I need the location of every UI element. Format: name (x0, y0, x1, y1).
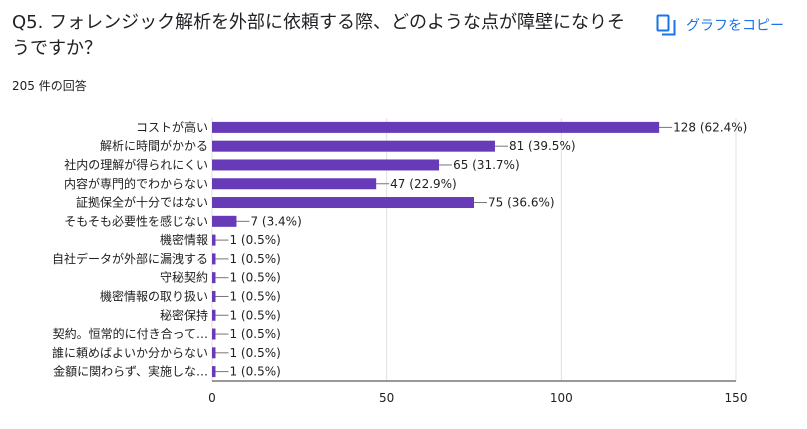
data-label: 1 (0.5%) (229, 252, 280, 266)
bar (212, 253, 216, 265)
bar (212, 159, 440, 171)
data-label: 75 (36.6%) (488, 196, 555, 210)
category-label: 秘密保持 (160, 307, 208, 322)
category-label: 解析に時間がかかる (100, 138, 208, 153)
category-label: 社内の理解が得られにくい (64, 157, 208, 172)
copy-icon (656, 14, 676, 36)
copy-chart-label: グラフをコピー (686, 18, 784, 34)
category-label: 機密情報 (160, 232, 208, 247)
data-label: 128 (62.4%) (673, 120, 747, 134)
bar (212, 197, 474, 209)
x-tick-label: 150 (725, 391, 748, 405)
bar (212, 234, 216, 246)
category-label: 守秘契約 (160, 270, 208, 285)
question-title: Q5. フォレンジック解析を外部に依頼する際、どのような点が障壁になりそうですか… (12, 12, 626, 59)
data-label: 1 (0.5%) (229, 233, 280, 247)
category-label: 内容が専門的でわからない (64, 176, 208, 191)
data-label: 1 (0.5%) (229, 365, 280, 379)
category-label: 自社データが外部に漏洩する (52, 251, 208, 266)
x-tick-label: 50 (379, 391, 394, 405)
x-tick-label: 100 (550, 391, 573, 405)
bar (212, 366, 216, 378)
response-count: 205 件の回答 (12, 79, 87, 93)
copy-chart-button[interactable]: グラフをコピー (656, 12, 784, 38)
category-label: 誰に頼めばよいか分からない (52, 345, 208, 360)
bar (212, 178, 377, 190)
category-label: 契約。恒常的に付き合って… (53, 326, 208, 341)
data-label: 1 (0.5%) (229, 271, 280, 285)
category-label: そもそも必要性を感じない (64, 213, 208, 228)
bar (212, 347, 216, 359)
bar (212, 121, 660, 133)
category-label: 金額に関わらず、実施しな… (53, 364, 208, 379)
category-label: 機密情報の取り扱い (100, 288, 208, 303)
data-label: 1 (0.5%) (229, 346, 280, 360)
bar (212, 272, 216, 284)
data-label: 1 (0.5%) (229, 289, 280, 303)
bar (212, 140, 495, 152)
data-label: 81 (39.5%) (509, 139, 576, 153)
bar (212, 328, 216, 340)
data-label: 1 (0.5%) (229, 327, 280, 341)
data-label: 47 (22.9%) (390, 177, 457, 191)
category-label: 証拠保全が十分ではない (76, 195, 208, 210)
data-label: 1 (0.5%) (229, 308, 280, 322)
data-label: 65 (31.7%) (453, 158, 520, 172)
data-label: 7 (3.4%) (250, 214, 301, 228)
bar (212, 215, 237, 227)
bar (212, 309, 216, 321)
bar (212, 290, 216, 302)
x-tick-label: 0 (208, 391, 216, 405)
category-label: コストが高い (136, 119, 208, 134)
